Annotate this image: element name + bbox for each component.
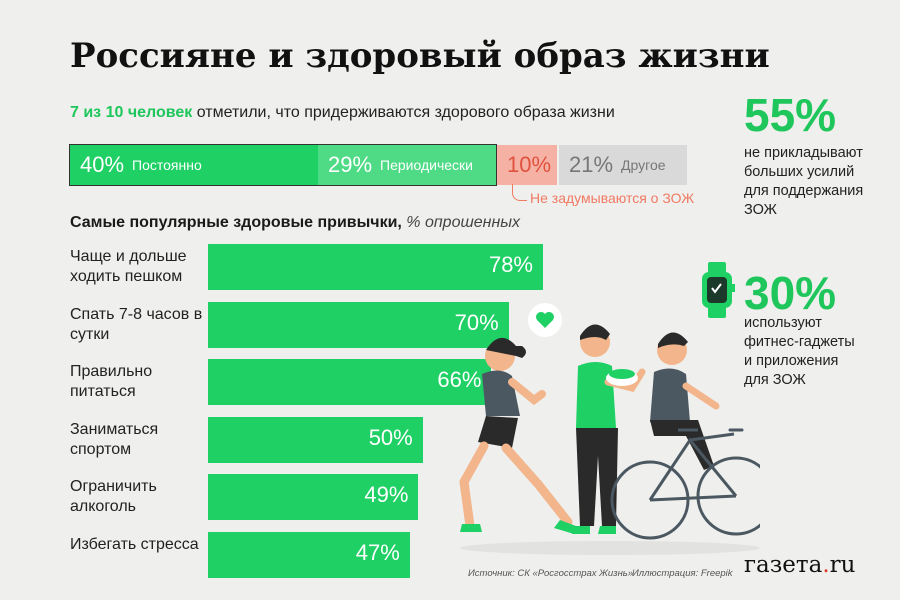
- segment-no-thought-pct: 10%: [507, 152, 552, 177]
- habit-bar: 70%: [208, 301, 509, 348]
- neglect-connector: [512, 184, 527, 201]
- illustration-people: [459, 303, 760, 555]
- habit-bar: 50%: [208, 416, 423, 463]
- habit-bar: 47%: [208, 531, 410, 578]
- heart-icon: [528, 303, 562, 337]
- segment-always-pct: 40%: [80, 152, 125, 177]
- habit-label: Чаще и дольше ходить пешком: [70, 248, 187, 285]
- subtitle-highlight: 7 из 10 человек: [70, 104, 193, 121]
- neglect-label: Не задумываются о ЗОЖ: [530, 190, 695, 206]
- habit-bar: 49%: [208, 474, 419, 520]
- segment-other-label: Другое: [621, 157, 666, 173]
- logo-main: газета: [744, 552, 823, 578]
- logo-dot: .: [822, 552, 830, 578]
- logo-tld: ru: [829, 552, 856, 578]
- segment-periodic-label: Периодически: [380, 157, 473, 173]
- segment-periodic-pct: 29%: [328, 152, 373, 177]
- habits-heading-bold: Самые популярные здоровые привычки,: [70, 214, 402, 231]
- habit-value-label: 70%: [454, 309, 499, 335]
- stat-55-text: не прикладывают больших усилий для подде…: [744, 144, 863, 220]
- habits-heading-italic: % опрошенных: [401, 214, 521, 231]
- segment-other-pct: 21%: [569, 152, 614, 177]
- habit-label: Ограничить алкоголь: [70, 478, 157, 515]
- smartwatch-icon: [702, 262, 735, 318]
- habit-label: Избегать стресса: [70, 535, 199, 553]
- stat-30-text: используют фитнес-гаджеты и приложения д…: [744, 314, 855, 390]
- segment-always-label: Постоянно: [132, 157, 202, 173]
- gazeta-logo[interactable]: газета.ru: [744, 552, 855, 578]
- stat-55-value: 55%: [744, 89, 837, 141]
- habit-value-label: 47%: [355, 539, 400, 565]
- runner-figure: [459, 337, 576, 534]
- cyclist-figure: [650, 332, 720, 470]
- stat-30-line: и приложения: [744, 353, 839, 369]
- illustration-credit: Иллюстрация: Freepik: [632, 568, 733, 579]
- subtitle: 7 из 10 человек отметили, что придержива…: [70, 104, 615, 122]
- stat-55-line: не прикладывают: [744, 145, 863, 161]
- stat-30-value: 30%: [744, 267, 837, 319]
- habit-label: Спать 7-8 часов в сутки: [70, 305, 203, 343]
- subtitle-rest: отметили, что придерживаются здорового о…: [192, 104, 615, 121]
- segment-other: 21% Другое: [559, 145, 687, 185]
- habit-value-label: 50%: [368, 424, 413, 450]
- stat-55-line: больших усилий: [744, 164, 855, 180]
- stacked-bar: 40% Постоянно 29% Периодически: [69, 144, 497, 186]
- segment-no-thought: 10%: [497, 145, 557, 185]
- habits-heading: Самые популярные здоровые привычки, % оп…: [70, 214, 520, 232]
- source-note: Источник: СК «Росгосстрах Жизнь»: [468, 568, 634, 579]
- stat-30-line: для ЗОЖ: [744, 372, 806, 388]
- bicycle: [610, 428, 760, 540]
- segment-periodic: 29% Периодически: [318, 145, 496, 185]
- stat-55-line: ЗОЖ: [744, 202, 777, 218]
- habit-bar: 78%: [208, 244, 543, 290]
- habit-bar: 66%: [208, 359, 492, 405]
- habit-value-label: 49%: [364, 482, 409, 507]
- habit-value-label: 66%: [437, 367, 482, 392]
- stat-30-line: фитнес-гаджеты: [744, 334, 855, 350]
- page-title: Россияне и здоровый образ жизни: [70, 36, 770, 76]
- segment-always: 40% Постоянно: [70, 145, 318, 185]
- stat-55-line: для поддержания: [744, 183, 864, 199]
- woman-eating-figure: [572, 324, 646, 534]
- habit-value-label: 78%: [488, 252, 533, 277]
- habit-label: Заниматься спортом: [70, 420, 159, 458]
- stat-30-line: используют: [744, 315, 822, 331]
- habit-label: Правильно питаться: [70, 363, 153, 400]
